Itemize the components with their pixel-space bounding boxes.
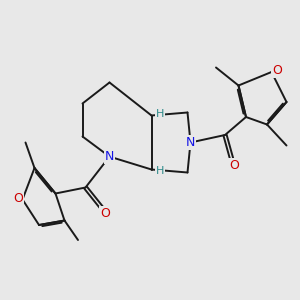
Text: O: O bbox=[13, 192, 23, 206]
Text: H: H bbox=[156, 166, 164, 176]
Text: N: N bbox=[186, 136, 195, 149]
Text: N: N bbox=[105, 150, 114, 163]
Text: O: O bbox=[229, 159, 239, 172]
Text: H: H bbox=[156, 109, 164, 119]
Text: O: O bbox=[272, 64, 282, 77]
Text: O: O bbox=[100, 207, 110, 220]
